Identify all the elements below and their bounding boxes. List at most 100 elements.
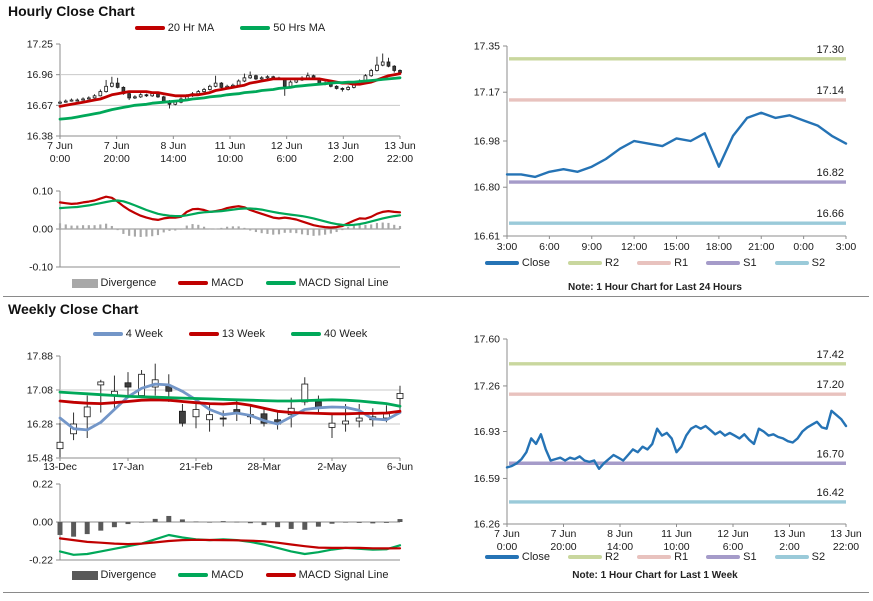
y-tick-label: 16.38 <box>27 131 53 143</box>
macd-signal-label: MACD Signal Line <box>298 277 389 289</box>
s2-label: S2 <box>811 257 826 269</box>
legend-item-20hr-ma: 20 Hr MA <box>134 22 214 34</box>
x-tick-label: 21-Feb <box>179 461 212 473</box>
x-tick-label: 7 Jun <box>494 528 520 540</box>
y-tick-label: 16.67 <box>27 100 53 112</box>
s1-label: S1 <box>743 257 757 269</box>
hourly-pivot-legend: Close R2 R1 S1 S2 <box>437 257 873 269</box>
r2-weekly-label: R2 <box>605 551 620 563</box>
y-tick-label: 16.26 <box>474 519 500 531</box>
x-tick-label: 0:00 <box>50 153 71 165</box>
y-tick-label: 16.93 <box>474 426 500 438</box>
y-tick-label: 16.96 <box>27 69 53 81</box>
r1-level-label: 17.14 <box>816 85 844 97</box>
r1-level-label: 17.20 <box>816 379 844 391</box>
x-tick-label: 18:00 <box>706 241 732 253</box>
weekly-ma-legend: 4 Week 13 Week 40 Week <box>56 328 404 340</box>
wk13-line-swatch-icon <box>188 332 219 336</box>
s2-line-swatch-icon <box>774 261 809 265</box>
legend-item-close: Close <box>484 257 550 269</box>
x-tick-label: 14:00 <box>160 153 186 165</box>
4-week-line <box>58 382 402 432</box>
r1-label: R1 <box>674 257 689 269</box>
x-tick-label: 21:00 <box>748 241 774 253</box>
s1-line-swatch-icon <box>706 261 741 265</box>
x-tick-label: 6:00 <box>539 241 560 253</box>
s1-weekly-label: S1 <box>743 551 757 563</box>
macd-line-swatch-icon <box>178 281 209 285</box>
weekly-macd-chart: 0.22 0.00 -0.22 <box>29 479 403 567</box>
s2-weekly-swatch-icon <box>774 555 809 559</box>
hourly-chart-note: Note: 1 Hour Chart for Last 24 Hours <box>568 282 742 293</box>
ma50-line-swatch-icon <box>240 26 271 30</box>
x-tick-label: 7 Jun <box>104 140 130 152</box>
r1-line-swatch-icon <box>637 261 672 265</box>
x-tick-label: 10:00 <box>217 153 243 165</box>
y-tick-label: 17.17 <box>474 87 500 99</box>
legend-item-macd-signal: MACD Signal Line <box>265 277 389 289</box>
close-line-swatch-icon <box>484 261 519 265</box>
legend-item-r1: R1 <box>637 257 688 269</box>
r1-weekly-label: R1 <box>674 551 689 563</box>
wk40-line-swatch-icon <box>291 332 322 336</box>
macd-label: MACD <box>211 277 244 289</box>
x-tick-label: 0:00 <box>497 541 518 553</box>
close-line <box>505 111 848 179</box>
s2-weekly-label: S2 <box>811 551 826 563</box>
x-tick-label: 3:00 <box>836 241 857 253</box>
y-tick-label: 0.00 <box>33 517 54 529</box>
x-tick-label: 13 Jun <box>328 140 360 152</box>
y-tick-label: 17.88 <box>27 351 53 363</box>
legend-item-50hr-ma: 50 Hrs MA <box>240 22 325 34</box>
legend-item-divergence-weekly: Divergence <box>71 569 157 581</box>
x-tick-label: 7 Jun <box>47 140 73 152</box>
legend-item-4week: 4 Week <box>92 328 163 340</box>
divergence-bars <box>57 515 403 537</box>
20-hr-ma-line <box>58 72 402 108</box>
x-tick-label: 6:00 <box>276 153 297 165</box>
macd-signal-weekly-swatch-icon <box>265 573 296 577</box>
x-tick-label: 22:00 <box>833 541 859 553</box>
wk40-label: 40 Week <box>324 328 368 340</box>
y-tick-label: 16.59 <box>474 473 500 485</box>
legend-item-macd: MACD <box>178 277 244 289</box>
s1-level-label: 16.70 <box>816 448 844 460</box>
hourly-macd-legend: Divergence MACD MACD Signal Line <box>56 277 404 289</box>
x-tick-label: 13-Dec <box>43 461 77 473</box>
y-tick-label: 17.35 <box>474 41 500 53</box>
macd-signal-line <box>58 537 402 550</box>
legend-item-s2: S2 <box>774 257 826 269</box>
y-tick-label: 0.22 <box>33 479 54 491</box>
x-tick-label: 6-Jun <box>387 461 413 473</box>
x-tick-label: 2:00 <box>779 541 800 553</box>
macd-signal-line <box>58 199 402 227</box>
legend-item-40week: 40 Week <box>291 328 367 340</box>
macd-signal-weekly-label: MACD Signal Line <box>298 569 389 581</box>
x-tick-label: 17-Jan <box>112 461 144 473</box>
divergence-weekly-label: Divergence <box>100 569 157 581</box>
divergence-bars <box>58 222 402 237</box>
r2-level-label: 17.42 <box>816 349 844 361</box>
legend-item-s1: S1 <box>706 257 757 269</box>
x-tick-label: 12:00 <box>621 241 647 253</box>
y-tick-label: 16.80 <box>474 182 500 194</box>
y-tick-label: -0.10 <box>29 262 53 274</box>
x-tick-label: 7 Jun <box>551 528 577 540</box>
x-tick-label: 22:00 <box>387 153 413 165</box>
y-tick-label: -0.22 <box>29 555 53 567</box>
macd-weekly-label: MACD <box>211 569 244 581</box>
x-tick-label: 20:00 <box>550 541 576 553</box>
y-tick-label: 0.10 <box>33 186 54 198</box>
y-tick-label: 15.48 <box>27 453 53 465</box>
y-tick-label: 16.61 <box>474 231 500 243</box>
x-tick-label: 9:00 <box>582 241 603 253</box>
bottom-divider <box>3 592 869 593</box>
40-week-line <box>58 390 402 408</box>
legend-item-r2: R2 <box>568 257 619 269</box>
y-tick-label: 17.25 <box>27 39 53 51</box>
close-line <box>505 409 848 471</box>
